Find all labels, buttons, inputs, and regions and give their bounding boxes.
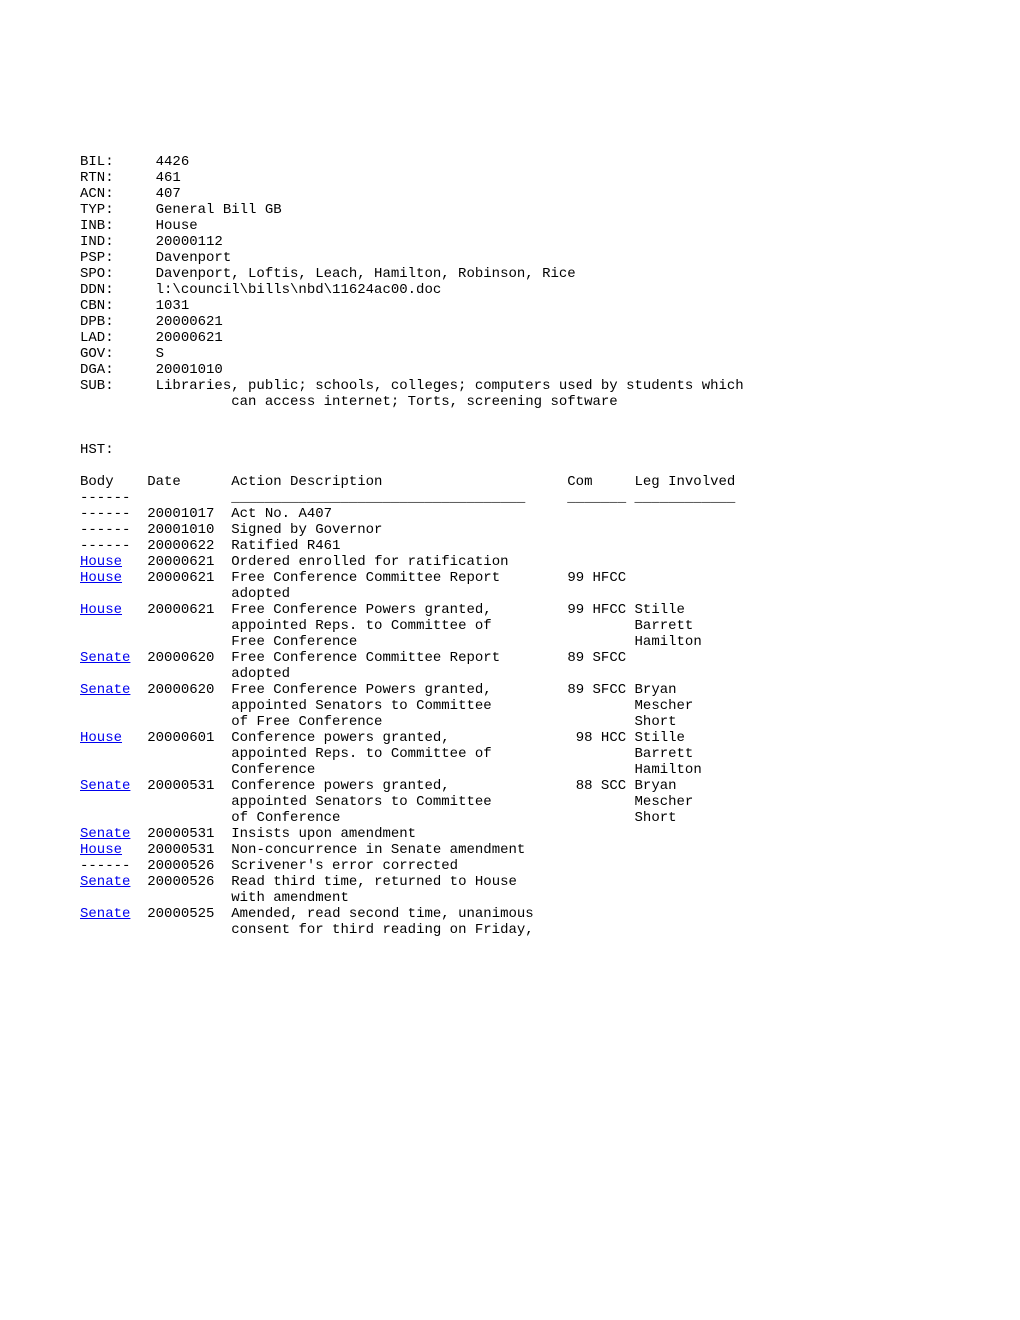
body-link[interactable]: House: [80, 554, 122, 570]
history-row: Senate 20000620 Free Conference Committe…: [80, 650, 940, 666]
history-row: ------ 20001017 Act No. A407: [80, 506, 940, 522]
body-link[interactable]: House: [80, 602, 122, 618]
history-row: Free Conference Hamilton: [80, 634, 940, 650]
history-row: House 20000531 Non-concurrence in Senate…: [80, 842, 940, 858]
history-row: House 20000621 Ordered enrolled for rati…: [80, 554, 940, 570]
history-row: House 20000621 Free Conference Committee…: [80, 570, 940, 586]
history-row: adopted: [80, 666, 940, 682]
body-link[interactable]: Senate: [80, 778, 130, 794]
history-row: Senate 20000526 Read third time, returne…: [80, 874, 940, 890]
history-row: appointed Reps. to Committee of Barrett: [80, 618, 940, 634]
history-row: Senate 20000525 Amended, read second tim…: [80, 906, 940, 922]
document-root: BIL: 4426RTN: 461ACN: 407TYP: General Bi…: [80, 154, 940, 938]
history-row: Senate 20000531 Insists upon amendment: [80, 826, 940, 842]
history-separator: ------ _________________________________…: [80, 490, 940, 506]
field-line: PSP: Davenport: [80, 250, 940, 266]
field-line: LAD: 20000621: [80, 330, 940, 346]
field-line: ACN: 407: [80, 186, 940, 202]
history-label: HST:: [80, 442, 940, 458]
body-link[interactable]: House: [80, 570, 122, 586]
field-line: GOV: S: [80, 346, 940, 362]
history-row: with amendment: [80, 890, 940, 906]
history-row: ------ 20000526 Scrivener's error correc…: [80, 858, 940, 874]
history-row: consent for third reading on Friday,: [80, 922, 940, 938]
field-line: BIL: 4426: [80, 154, 940, 170]
body-link[interactable]: Senate: [80, 826, 130, 842]
field-line: IND: 20000112: [80, 234, 940, 250]
history-row: of Conference Short: [80, 810, 940, 826]
history-row: appointed Reps. to Committee of Barrett: [80, 746, 940, 762]
history-row: ------ 20000622 Ratified R461: [80, 538, 940, 554]
history-row: appointed Senators to Committee Mescher: [80, 698, 940, 714]
field-line: DPB: 20000621: [80, 314, 940, 330]
field-line: RTN: 461: [80, 170, 940, 186]
history-row: ------ 20001010 Signed by Governor: [80, 522, 940, 538]
history-row: House 20000601 Conference powers granted…: [80, 730, 940, 746]
field-line: DGA: 20001010: [80, 362, 940, 378]
field-line: DDN: l:\council\bills\nbd\11624ac00.doc: [80, 282, 940, 298]
field-line: TYP: General Bill GB: [80, 202, 940, 218]
history-row: adopted: [80, 586, 940, 602]
history-row: appointed Senators to Committee Mescher: [80, 794, 940, 810]
field-line: CBN: 1031: [80, 298, 940, 314]
history-row: Senate 20000531 Conference powers grante…: [80, 778, 940, 794]
blank-line: [80, 426, 940, 442]
body-link[interactable]: Senate: [80, 682, 130, 698]
field-line: INB: House: [80, 218, 940, 234]
body-link[interactable]: House: [80, 842, 122, 858]
body-link[interactable]: House: [80, 730, 122, 746]
field-line: SUB: Libraries, public; schools, college…: [80, 378, 940, 394]
field-line: can access internet; Torts, screening so…: [80, 394, 940, 410]
blank-line: [80, 410, 940, 426]
history-header: Body Date Action Description Com Leg Inv…: [80, 474, 940, 490]
body-link[interactable]: Senate: [80, 650, 130, 666]
body-link[interactable]: Senate: [80, 874, 130, 890]
history-row: House 20000621 Free Conference Powers gr…: [80, 602, 940, 618]
body-link[interactable]: Senate: [80, 906, 130, 922]
history-row: Conference Hamilton: [80, 762, 940, 778]
field-line: SPO: Davenport, Loftis, Leach, Hamilton,…: [80, 266, 940, 282]
history-row: of Free Conference Short: [80, 714, 940, 730]
history-row: Senate 20000620 Free Conference Powers g…: [80, 682, 940, 698]
blank-line: [80, 458, 940, 474]
